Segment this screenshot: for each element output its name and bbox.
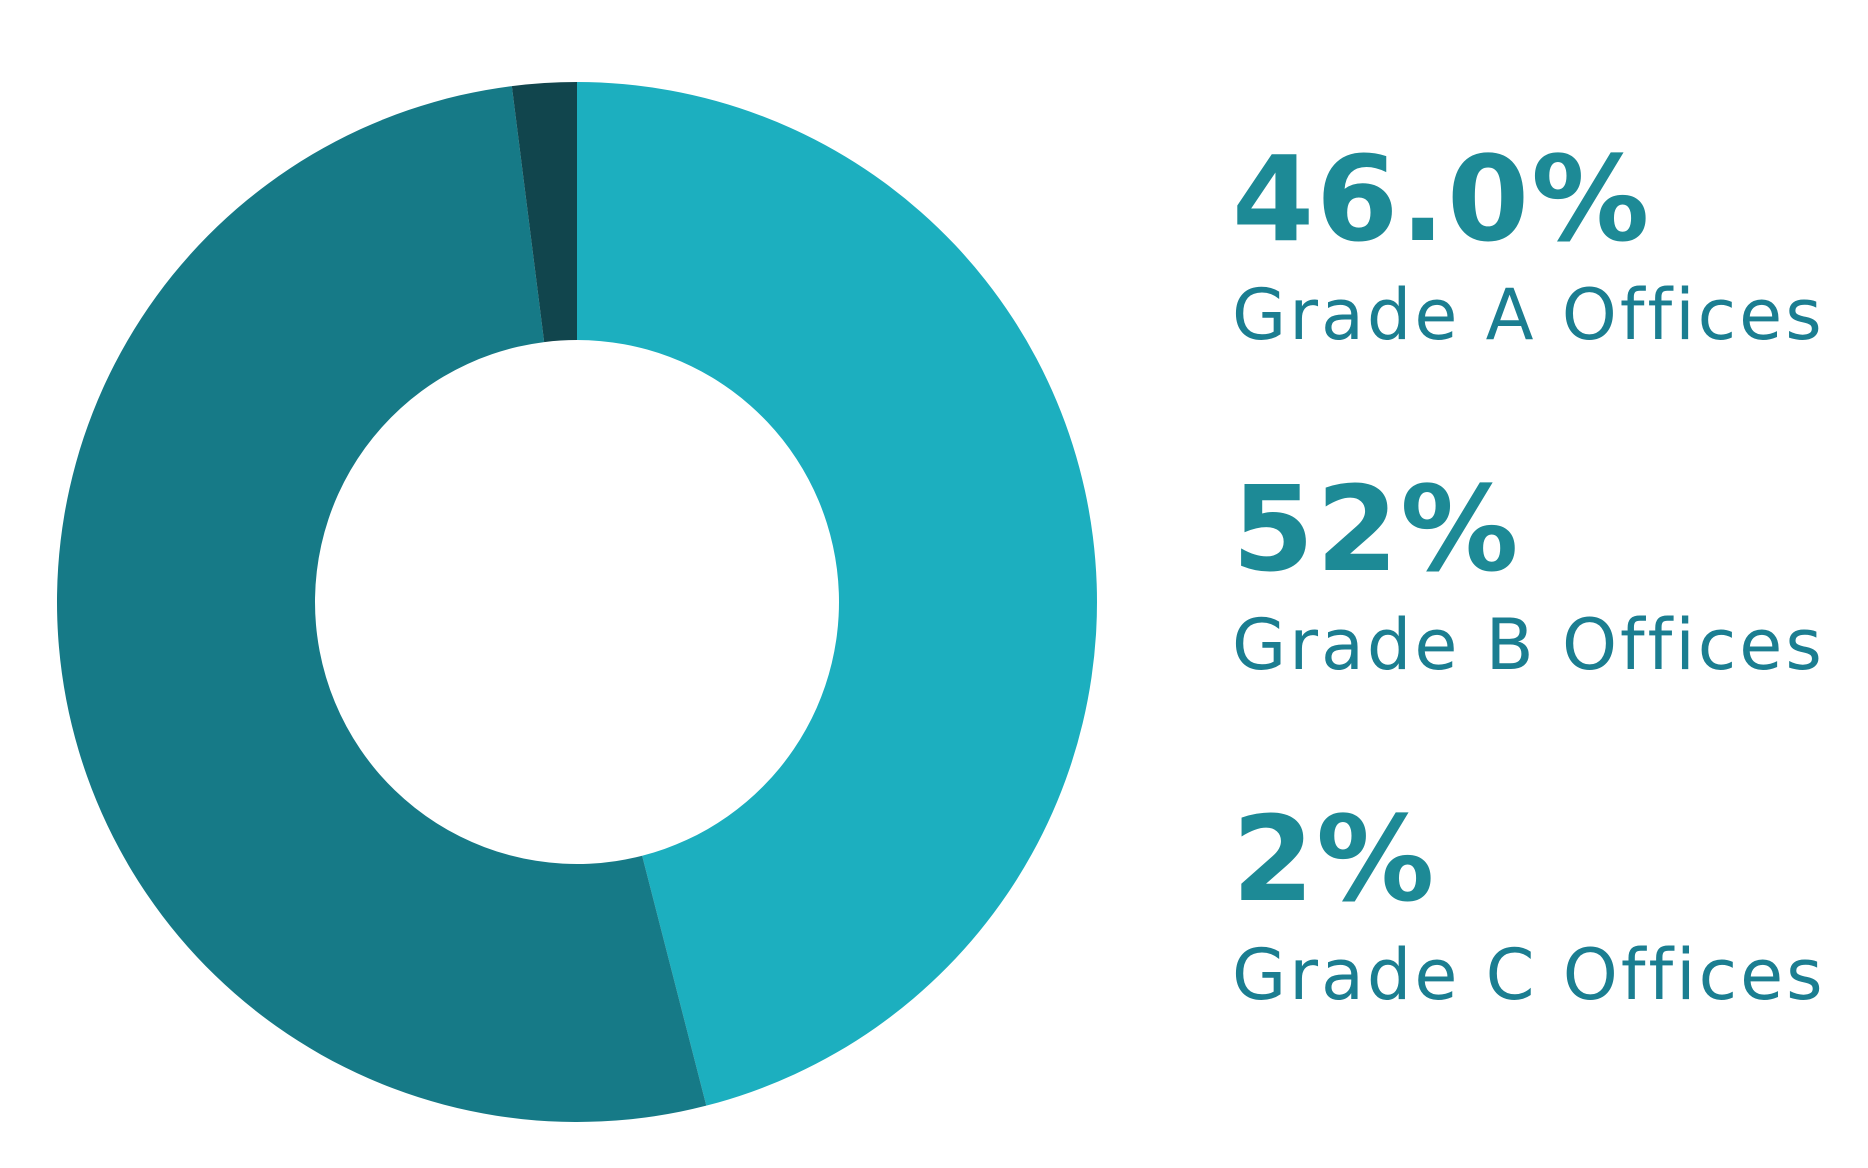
legend-item-grade-b: 52% Grade B Offices xyxy=(1232,470,1832,680)
legend-item-grade-a: 46.0% Grade A Offices xyxy=(1232,140,1832,350)
grade-c-label: Grade C Offices xyxy=(1232,934,1826,1016)
donut-chart xyxy=(56,82,1097,1123)
grade-a-label: Grade A Offices xyxy=(1232,274,1825,356)
grade-c-percentage: 2% xyxy=(1232,790,1437,928)
slice-grade-c xyxy=(511,82,577,343)
slice-grade-b xyxy=(56,86,707,1123)
grade-a-percentage: 46.0% xyxy=(1232,130,1652,268)
legend-item-grade-c: 2% Grade C Offices xyxy=(1232,800,1832,1010)
grade-b-percentage: 52% xyxy=(1232,460,1521,598)
slice-grade-a xyxy=(577,82,1097,1106)
grade-b-label: Grade B Offices xyxy=(1232,604,1825,686)
